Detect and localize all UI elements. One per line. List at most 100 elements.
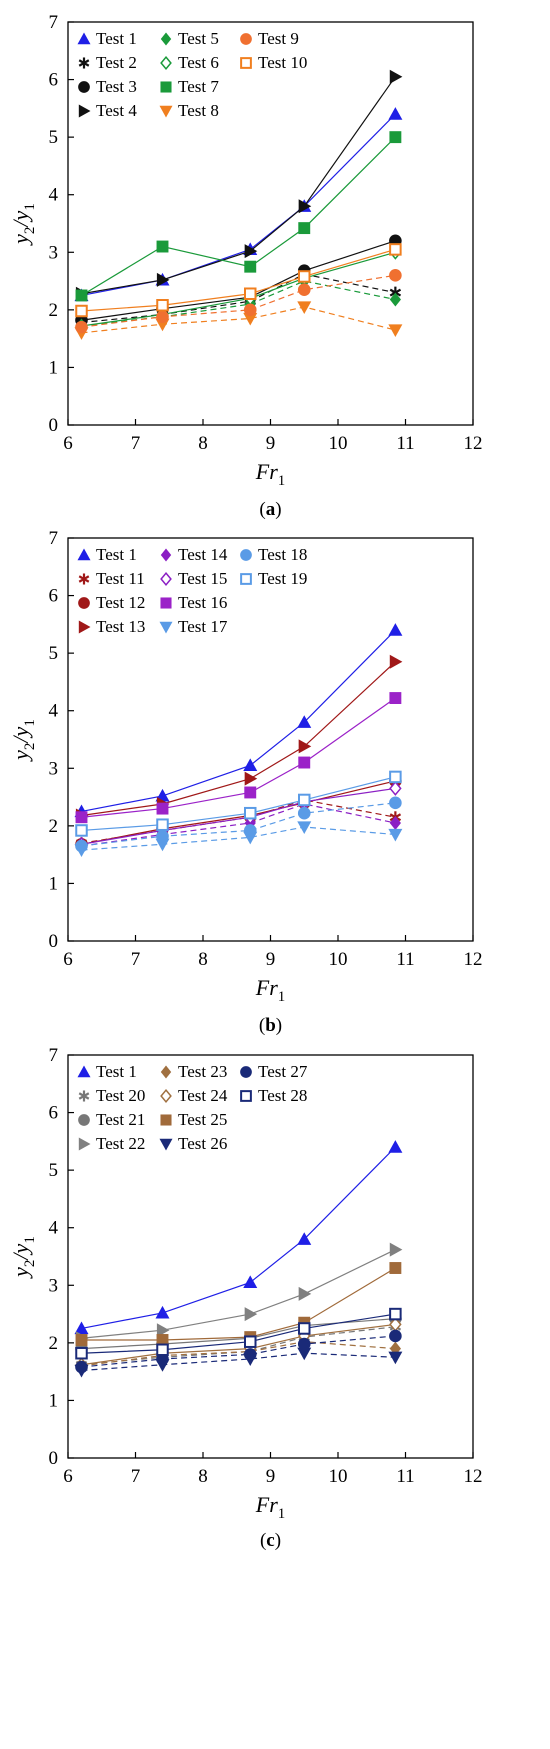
y-tick-label: 6 [49,70,59,91]
x-tick-label: 8 [198,433,208,454]
panel-caption: (c) [260,1530,281,1551]
data-point [389,69,403,84]
data-point [156,802,169,815]
y-tick-label: 6 [49,586,59,607]
panel-caption: (a) [259,499,281,520]
data-point [298,793,311,807]
data-point [298,222,311,235]
series-test-3 [75,234,402,327]
data-point [75,824,88,837]
legend-label: Test 3 [96,77,137,96]
legend-marker [159,1138,173,1151]
series-test-1 [74,1140,403,1335]
legend-item: Test 1 [77,1062,137,1081]
legend-marker [78,620,91,634]
legend-item: Test 3 [78,77,137,96]
legend-item: Test 28 [240,1086,307,1105]
legend-item: Test 19 [240,569,307,588]
legend: Test 1 Test 20 Test 21 Test 22 Test 23 Test 2… [77,1062,308,1153]
data-point [75,289,88,302]
series-line [81,1249,396,1339]
y-tick-label: 5 [49,1160,59,1181]
y-tick-label: 5 [49,127,59,148]
data-point [388,324,403,338]
data-point [75,811,88,824]
x-tick-label: 9 [266,433,276,454]
data-point [243,758,258,772]
series-line [81,1267,396,1341]
legend-item: Test 13 [78,617,145,636]
x-tick-label: 6 [63,433,73,454]
data-point [243,312,258,326]
series-test-5 [75,274,401,333]
data-point [156,1334,169,1346]
legend-item: Test 14 [160,545,228,564]
series-line [81,1341,396,1367]
series-line [81,803,396,847]
legend-marker [78,597,90,609]
legend-label: Test 25 [178,1110,227,1129]
data-point [297,806,311,820]
x-tick-label: 11 [396,433,414,454]
data-point [297,301,312,314]
legend-label: Test 28 [258,1086,307,1105]
data-point [388,107,403,120]
series-test-13 [75,654,403,823]
data-point [156,829,169,843]
data-point [244,786,257,799]
series-line [81,802,396,847]
data-point [389,131,402,144]
series-test-10 [75,243,402,318]
legend-label: Test 7 [178,77,219,96]
series-line [81,826,396,851]
series-test-17 [74,821,403,858]
x-tick-label: 10 [329,949,348,970]
data-point [297,1337,311,1351]
data-point [244,287,257,300]
data-point [389,1329,402,1343]
panel-caption: (b) [259,1015,282,1036]
legend-item: Test 17 [159,617,228,636]
data-point [156,310,169,324]
legend-label: Test 21 [96,1110,145,1129]
series-line [81,240,396,321]
legend-item: Test 15 [160,569,227,588]
x-tick-label: 8 [198,1466,208,1487]
x-tick-label: 10 [329,433,348,454]
legend: Test 1 Test 11 Test 12 Test 13 Test 14 Test 1… [77,545,307,636]
legend-item: Test 1 [77,545,137,564]
legend-marker [78,57,90,69]
legend-marker [240,1090,252,1102]
legend-item: Test 18 [240,545,307,564]
legend-label: Test 22 [96,1134,145,1153]
data-point [156,1343,169,1357]
legend-item: Test 5 [160,29,219,48]
data-point [297,1232,312,1245]
y-tick-label: 7 [49,528,59,549]
legend-label: Test 15 [178,569,227,588]
data-point [75,1334,88,1346]
legend: Test 1 Test 2 Test 3 Test 4 Test 5 Test 6 Test… [77,29,307,120]
legend-item: Test 6 [160,53,219,72]
data-point [244,1335,257,1348]
x-tick-label: 12 [464,433,483,454]
series-line [81,248,396,312]
data-point [389,815,401,830]
data-point [298,270,311,283]
legend-item: Test 16 [160,593,227,612]
x-axis-label: Fr1 [255,975,286,1005]
data-point [75,1346,88,1360]
legend-label: Test 1 [96,1062,137,1081]
data-point [297,283,311,297]
y-tick-label: 0 [49,1448,59,1469]
data-point [298,199,312,214]
legend-marker [78,1137,91,1151]
series-line [81,113,396,297]
y-tick-label: 7 [49,1045,59,1066]
legend-marker [159,621,173,634]
legend-label: Test 4 [96,101,137,120]
series-test-14 [75,796,401,854]
legend-marker [160,55,172,71]
legend-item: Test 12 [78,593,145,612]
data-point [297,715,312,728]
